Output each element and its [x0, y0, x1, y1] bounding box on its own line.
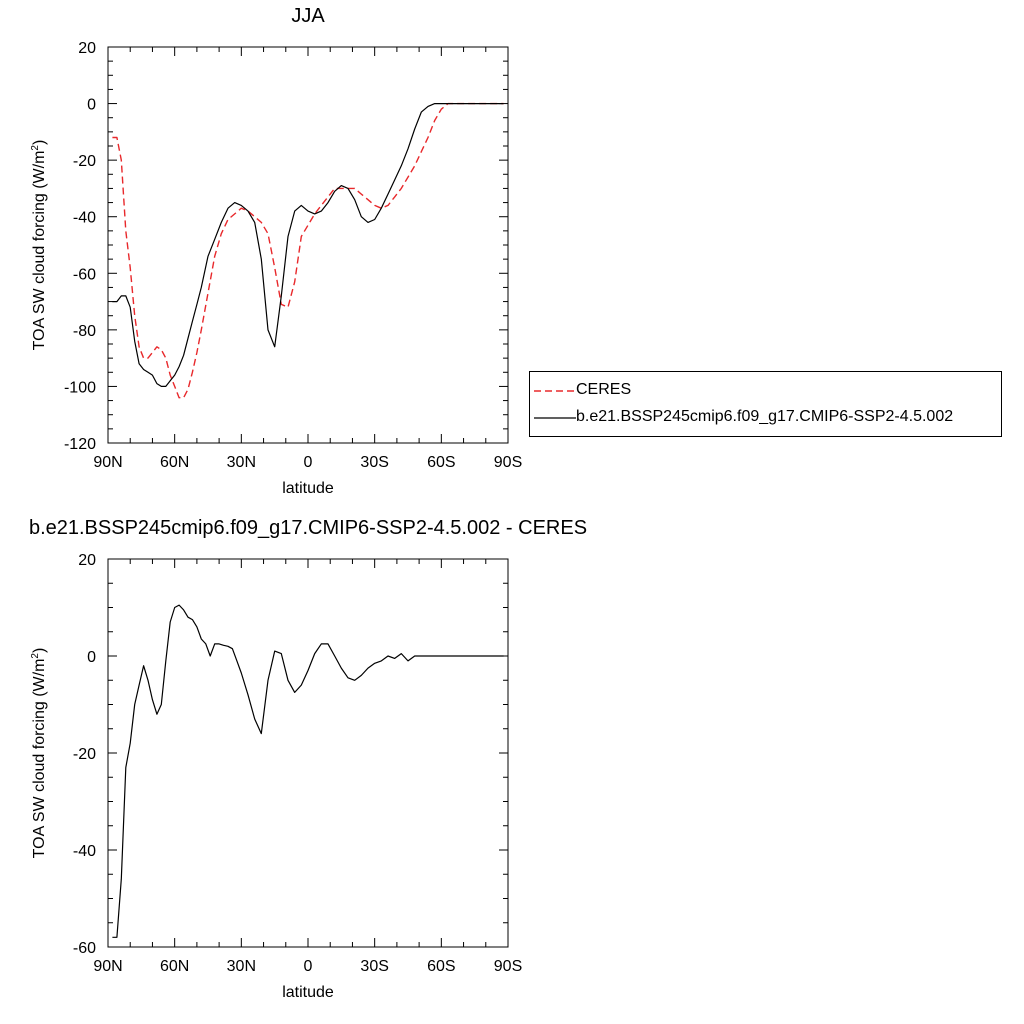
y-axis-label: TOA SW cloud forcing (W/m2): [30, 140, 48, 351]
x-tick-label: 90N: [93, 958, 122, 975]
y-axis-label-suffix: ): [31, 648, 48, 653]
x-axis-label: latitude: [282, 480, 334, 497]
chart-title: JJA: [291, 5, 325, 27]
y-tick-label: -40: [73, 210, 96, 227]
x-tick-label: 90S: [494, 454, 522, 471]
y-axis-label-text: TOA SW cloud forcing (W/m: [31, 151, 48, 351]
y-tick-label: -40: [73, 843, 96, 860]
y-tick-label: -60: [73, 266, 96, 283]
x-tick-label: 60S: [427, 958, 455, 975]
series-line-ceres: [112, 102, 504, 399]
y-axis-label: TOA SW cloud forcing (W/m2): [30, 648, 48, 859]
y-tick-label: 0: [87, 649, 96, 666]
y-axis-label-text: TOA SW cloud forcing (W/m: [31, 659, 48, 859]
y-tick-label: -20: [73, 746, 96, 763]
chart-title: b.e21.BSSP245cmip6.f09_g17.CMIP6-SSP2-4.…: [29, 517, 587, 539]
x-tick-label: 60N: [160, 958, 189, 975]
legend-swatch-ceres: [534, 390, 576, 392]
x-tick-label: 60N: [160, 454, 189, 471]
chart-panel-2: b.e21.BSSP245cmip6.f09_g17.CMIP6-SSP2-4.…: [29, 517, 587, 1001]
y-axis-label-suffix: ): [31, 140, 48, 145]
legend: CERES b.e21.BSSP245cmip6.f09_g17.CMIP6-S…: [529, 371, 1002, 437]
y-tick-label: 20: [78, 40, 96, 57]
legend-swatch-model: [534, 417, 576, 419]
legend-label-ceres: CERES: [576, 381, 632, 398]
y-tick-label: -20: [73, 153, 96, 170]
y-tick-label: 20: [78, 552, 96, 569]
y-tick-label: -80: [73, 323, 96, 340]
x-tick-label: 30N: [227, 958, 256, 975]
plot-frame: [107, 558, 509, 948]
x-tick-label: 30S: [360, 454, 388, 471]
y-tick-label: -60: [73, 940, 96, 957]
x-tick-label: 30N: [227, 454, 256, 471]
x-tick-label: 90N: [93, 454, 122, 471]
chart-panel-1: JJA 90N 60N 30N 0 30S 60S 90S 20 0 -20 -40 -60 -80 -10…: [30, 5, 522, 497]
series-line-model: [112, 102, 504, 387]
y-axis-label-superscript: 2: [30, 653, 41, 659]
x-tick-label: 90S: [494, 958, 522, 975]
x-tick-label: 30S: [360, 958, 388, 975]
series-line-difference: [112, 604, 504, 938]
x-tick-label: 0: [304, 958, 313, 975]
x-tick-label: 60S: [427, 454, 455, 471]
legend-label-model: b.e21.BSSP245cmip6.f09_g17.CMIP6-SSP2-4.…: [576, 408, 954, 425]
y-axis-label-superscript: 2: [30, 145, 41, 151]
x-axis-label: latitude: [282, 984, 334, 1001]
y-tick-label: -100: [64, 379, 96, 396]
y-tick-label: 0: [87, 97, 96, 114]
y-tick-label: -120: [64, 436, 96, 453]
x-tick-label: 0: [304, 454, 313, 471]
